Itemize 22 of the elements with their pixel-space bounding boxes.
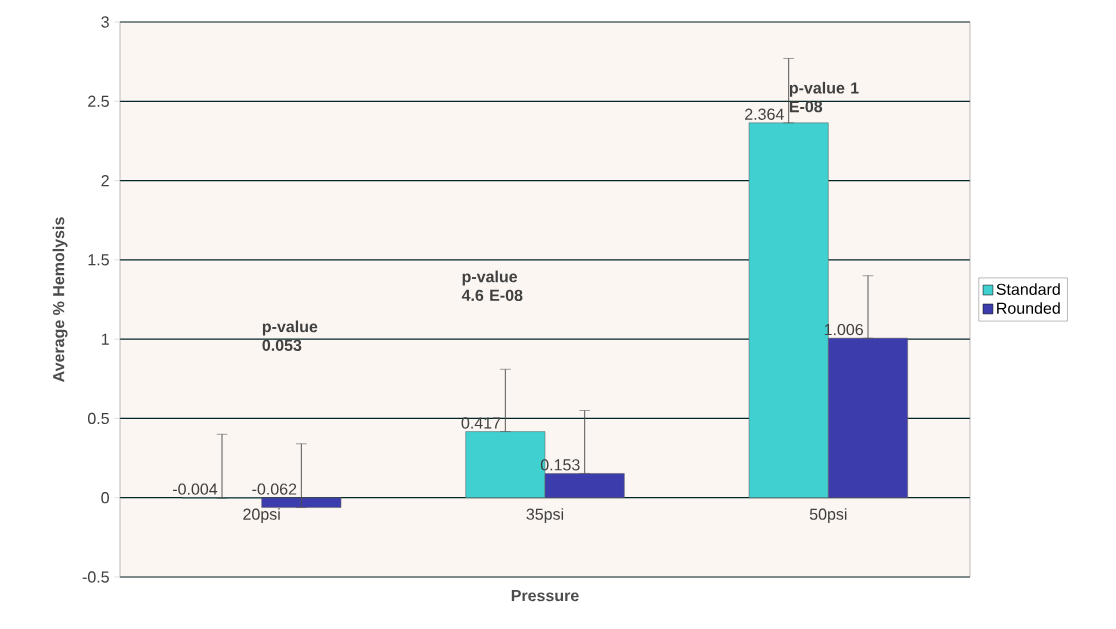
annotation: p-value 1 E-08 xyxy=(789,81,859,113)
y-tick-label: 0 xyxy=(101,492,109,504)
y-tick-label: 0.5 xyxy=(87,412,109,425)
y-tick-label: 2 xyxy=(101,174,109,187)
x-axis-title: Pressure xyxy=(511,590,579,602)
y-tick-label: 1 xyxy=(101,333,109,345)
annotation: p-value 0.053 xyxy=(262,320,318,351)
y-tick-label: 3 xyxy=(101,16,109,28)
data-label: 2.364 xyxy=(745,108,784,120)
x-tick-label: 35psi xyxy=(526,508,564,524)
data-label: -0.062 xyxy=(252,483,297,495)
y-tick-label: 2.5 xyxy=(88,95,109,107)
data-label: 0.417 xyxy=(461,417,501,429)
y-tick-label: -0.5 xyxy=(82,571,109,583)
legend-label: Rounded xyxy=(997,302,1060,314)
y-tick-label: 1.5 xyxy=(88,254,109,266)
x-tick-label: 50psi xyxy=(809,508,847,524)
x-tick-label: 20psi xyxy=(243,508,280,524)
annotation: p-value 4.6 E-08 xyxy=(461,270,523,301)
y-axis-title: Average % Hemolysis xyxy=(52,217,68,382)
legend-label: Standard xyxy=(996,283,1060,295)
data-label: -0.004 xyxy=(173,483,218,495)
